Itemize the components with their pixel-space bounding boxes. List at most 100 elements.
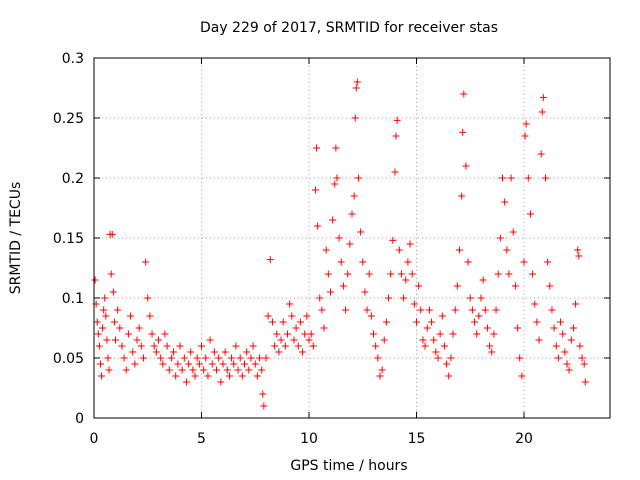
data-point (575, 252, 583, 260)
data-point (438, 312, 446, 320)
data-point (91, 276, 99, 284)
data-point (522, 120, 530, 128)
data-point (516, 354, 524, 362)
data-point (292, 324, 300, 332)
data-point (110, 318, 118, 326)
data-point (101, 294, 109, 302)
data-point (202, 354, 210, 362)
data-point (195, 360, 203, 368)
data-point (554, 354, 562, 362)
data-point (288, 312, 296, 320)
data-point (496, 234, 504, 242)
data-point (499, 174, 506, 182)
data-point (392, 132, 400, 140)
data-point (146, 312, 154, 320)
data-point (432, 348, 440, 356)
data-point (451, 306, 459, 314)
data-point (402, 276, 410, 284)
data-point (385, 294, 393, 302)
data-point (475, 312, 483, 320)
y-tick-label: 0.1 (62, 291, 84, 307)
data-point (107, 270, 115, 278)
data-point (479, 276, 487, 284)
data-point (182, 378, 190, 386)
data-point (185, 360, 193, 368)
data-point (481, 306, 489, 314)
data-point (114, 306, 122, 314)
data-point (552, 342, 560, 350)
data-point (580, 360, 588, 368)
data-point (542, 174, 549, 182)
data-point (217, 378, 225, 386)
data-point (165, 366, 173, 374)
data-point (363, 306, 371, 314)
data-point (361, 288, 369, 296)
y-tick-label: 0.05 (53, 351, 84, 367)
data-point (391, 168, 399, 176)
data-point (259, 390, 267, 398)
data-point (271, 342, 279, 350)
data-point (436, 330, 444, 338)
data-point (258, 366, 266, 374)
data-point (443, 360, 451, 368)
data-point (511, 282, 519, 290)
data-point (198, 342, 205, 350)
data-point (563, 360, 571, 368)
data-point (581, 378, 589, 386)
data-point (335, 234, 343, 242)
data-point (548, 306, 556, 314)
data-point (208, 360, 216, 368)
data-point (353, 78, 361, 86)
data-point (262, 354, 270, 362)
data-point (104, 354, 112, 362)
data-point (526, 210, 534, 218)
data-point (137, 342, 145, 350)
data-point (425, 306, 433, 314)
data-point (129, 348, 137, 356)
data-point (503, 246, 511, 254)
data-point (367, 312, 375, 320)
data-point (539, 94, 547, 102)
data-point (256, 354, 264, 362)
data-point (180, 354, 188, 362)
data-point (155, 336, 162, 344)
data-point (471, 318, 479, 326)
data-point (505, 270, 513, 278)
data-point (501, 198, 509, 206)
y-tick-label: 0.15 (53, 231, 84, 247)
data-point (167, 354, 175, 362)
data-point (172, 372, 180, 380)
data-point (234, 366, 242, 374)
data-point (333, 174, 341, 182)
data-point (232, 342, 240, 350)
data-point (98, 372, 106, 380)
data-point (313, 144, 321, 152)
data-point (559, 330, 567, 338)
ticks-layer: 0 0.05 0.1 0.15 0.2 0.25 0.3 0 5 10 15 20 (53, 51, 610, 447)
data-point (273, 330, 281, 338)
data-point (210, 348, 218, 356)
data-point (332, 144, 340, 152)
data-point (187, 348, 195, 356)
data-point (459, 128, 467, 136)
data-point (456, 246, 463, 254)
data-point (415, 282, 423, 290)
data-point (109, 288, 117, 296)
data-point (387, 270, 395, 278)
data-point (393, 116, 401, 124)
data-point (93, 318, 101, 326)
data-point (105, 366, 113, 374)
x-tick-label: 5 (197, 431, 206, 447)
data-point (529, 270, 537, 278)
y-tick-label: 0.3 (62, 51, 84, 67)
data-point (561, 348, 569, 356)
data-point (331, 180, 339, 188)
data-point (135, 324, 143, 332)
data-point (404, 258, 412, 266)
data-point (460, 90, 468, 98)
data-point (170, 348, 178, 356)
data-point (449, 330, 457, 338)
data-point (103, 336, 111, 344)
data-point (191, 372, 199, 380)
data-point (327, 288, 334, 296)
